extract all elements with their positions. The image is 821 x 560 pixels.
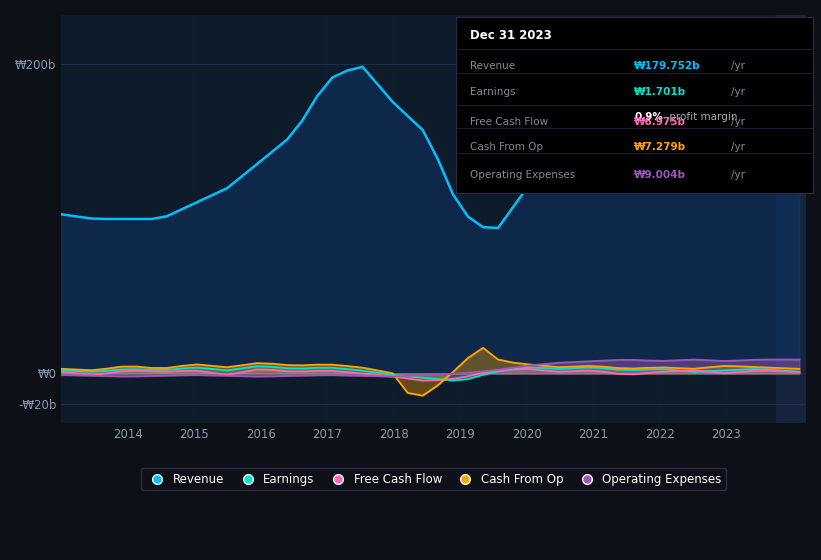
Text: /yr: /yr xyxy=(731,61,745,71)
Text: Free Cash Flow: Free Cash Flow xyxy=(470,118,548,127)
Text: Earnings: Earnings xyxy=(470,87,516,97)
Text: Revenue: Revenue xyxy=(470,61,515,71)
Text: 0.9%: 0.9% xyxy=(635,112,663,122)
Text: /yr: /yr xyxy=(731,87,745,97)
Text: ₩9.004b: ₩9.004b xyxy=(635,170,686,180)
Text: ₩179.752b: ₩179.752b xyxy=(635,61,701,71)
Text: ₩7.279b: ₩7.279b xyxy=(635,142,686,152)
Text: Cash From Op: Cash From Op xyxy=(470,142,543,152)
Legend: Revenue, Earnings, Free Cash Flow, Cash From Op, Operating Expenses: Revenue, Earnings, Free Cash Flow, Cash … xyxy=(141,468,727,491)
Text: Operating Expenses: Operating Expenses xyxy=(470,170,576,180)
Text: /yr: /yr xyxy=(731,142,745,152)
Text: /yr: /yr xyxy=(731,170,745,180)
Text: ₩1.701b: ₩1.701b xyxy=(635,87,686,97)
Bar xyxy=(776,15,806,423)
Text: /yr: /yr xyxy=(731,118,745,127)
Text: profit margin: profit margin xyxy=(667,112,738,122)
Text: Dec 31 2023: Dec 31 2023 xyxy=(470,29,552,42)
Text: ₩6.975b: ₩6.975b xyxy=(635,118,686,127)
